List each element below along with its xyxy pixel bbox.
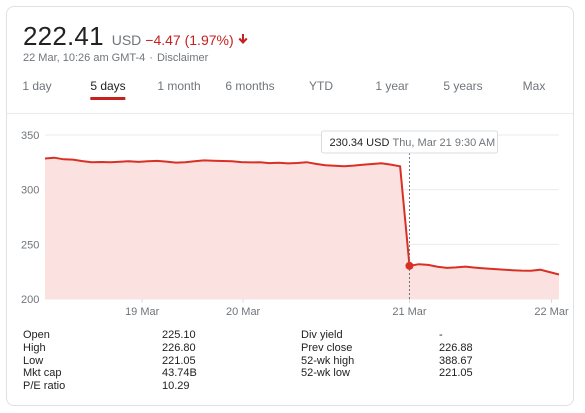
stat-label: P/E ratio (23, 380, 66, 393)
x-tick-label: 22 Mar (534, 306, 569, 318)
x-tick-label: 21 Mar (392, 306, 427, 318)
stat-value: 388.67 (439, 354, 473, 367)
stock-quote-card: 222.41 USD −4.47 (1.97%) 22 Mar, 10:26 a… (6, 6, 574, 406)
stat-label: 52-wk low (301, 367, 350, 380)
stat-label: 52-wk high (301, 354, 355, 367)
stat-value: 221.05 (439, 367, 473, 380)
tabs-divider (7, 113, 573, 114)
current-price: 222.41 (23, 21, 104, 51)
stat-value: 226.88 (439, 341, 473, 354)
stat-label: Low (23, 354, 44, 367)
quote-subtitle: 22 Mar, 10:26 am GMT-4 · Disclaimer (23, 52, 208, 64)
stat-value: 226.80 (162, 341, 196, 354)
price-chart[interactable]: 230.34 USD Thu, Mar 21 9:30 AM 350 300 250… (7, 115, 573, 319)
price-area-fill (45, 157, 559, 299)
tab-1-month[interactable]: 1 month (157, 79, 201, 93)
tooltip-time: Thu, Mar 21 9:30 AM (392, 137, 495, 149)
tooltip-price: 230.34 USD (329, 137, 389, 149)
stat-value: - (439, 329, 443, 341)
y-tick-label: 300 (21, 185, 39, 197)
stat-label: Mkt cap (23, 367, 62, 380)
tab-ytd[interactable]: YTD (309, 79, 333, 93)
hover-point (405, 261, 414, 270)
y-tick-label: 350 (21, 130, 39, 142)
price-change: −4.47 (1.97%) (145, 32, 234, 48)
x-tick-label: 20 Mar (226, 306, 261, 318)
stat-value: 221.05 (162, 354, 196, 367)
down-arrow-icon (238, 33, 248, 44)
tab-6-months[interactable]: 6 months (225, 79, 275, 93)
price-tooltip: 230.34 USD Thu, Mar 21 9:30 AM (320, 130, 498, 154)
stat-label: Prev close (301, 341, 353, 354)
tab-1-day[interactable]: 1 day (22, 79, 52, 93)
y-tick-label: 200 (21, 294, 39, 306)
stat-label: Open (23, 329, 50, 341)
disclaimer-link[interactable]: Disclaimer (156, 52, 209, 64)
tooltip-box (320, 130, 498, 154)
price-header: 222.41 USD −4.47 (1.97%) (23, 21, 249, 52)
quote-timestamp: 22 Mar, 10:26 am GMT-4 (23, 52, 146, 64)
price-line (44, 156, 560, 276)
stat-label: Div yield (301, 329, 343, 341)
stat-value: 10.29 (162, 380, 190, 393)
y-tick-label: 250 (21, 239, 39, 251)
stat-value: 43.74B (162, 367, 197, 380)
tab-5-days[interactable]: 5 days (90, 79, 126, 100)
tab-1-year[interactable]: 1 year (375, 79, 409, 93)
stat-value: 225.10 (162, 329, 196, 341)
currency-code: USD (111, 32, 142, 48)
tab-max[interactable]: Max (522, 79, 546, 93)
separator: · (149, 52, 153, 64)
x-tick-label: 19 Mar (125, 306, 160, 318)
tab-5-years[interactable]: 5 years (443, 79, 483, 93)
range-tabs: 1 day 5 days 1 month 6 months YTD 1 year… (7, 79, 573, 109)
stat-label: High (23, 341, 46, 354)
